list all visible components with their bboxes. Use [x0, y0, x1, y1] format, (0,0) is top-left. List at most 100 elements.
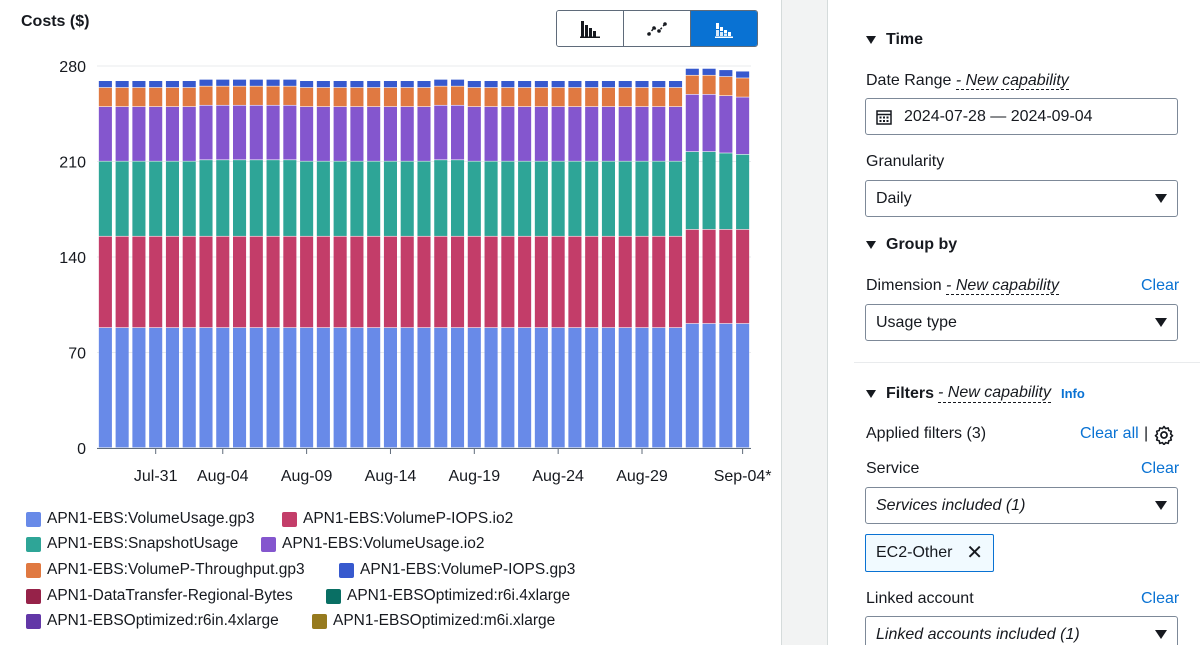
bar-segment[interactable]: [685, 68, 699, 75]
bar-segment[interactable]: [635, 327, 649, 448]
bar-segment[interactable]: [316, 81, 330, 88]
bar-segment[interactable]: [283, 86, 297, 105]
bar-segment[interactable]: [300, 327, 314, 448]
bar-segment[interactable]: [266, 86, 280, 105]
bar-segment[interactable]: [652, 327, 666, 448]
bar-segment[interactable]: [484, 106, 498, 161]
bar-segment[interactable]: [669, 236, 683, 328]
legend-item[interactable]: APN1-EBS:VolumeUsage.io2: [261, 535, 484, 553]
bar-segment[interactable]: [585, 81, 599, 88]
bar-segment[interactable]: [501, 87, 515, 107]
bar-segment[interactable]: [199, 327, 213, 448]
bar-segment[interactable]: [98, 327, 112, 448]
bar-segment[interactable]: [669, 327, 683, 448]
legend-item[interactable]: APN1-EBSOptimized:r6in.4xlarge: [26, 612, 279, 630]
bar-segment[interactable]: [115, 327, 129, 448]
bar-segment[interactable]: [585, 327, 599, 448]
bar-segment[interactable]: [98, 106, 112, 161]
bar-segment[interactable]: [702, 75, 716, 95]
bar-segment[interactable]: [702, 94, 716, 152]
bar-segment[interactable]: [434, 86, 448, 105]
bar-segment[interactable]: [233, 327, 247, 448]
close-icon[interactable]: ✕: [966, 542, 983, 564]
filters-section-toggle[interactable]: Filters - New capability Info: [866, 384, 1085, 403]
bar-segment[interactable]: [316, 106, 330, 161]
bar-segment[interactable]: [199, 105, 213, 160]
bar-segment[interactable]: [400, 81, 414, 88]
bar-segment[interactable]: [350, 327, 364, 448]
bar-segment[interactable]: [165, 236, 179, 328]
bar-segment[interactable]: [350, 81, 364, 88]
bar-segment[interactable]: [652, 161, 666, 236]
bar-segment[interactable]: [635, 236, 649, 328]
bar-segment[interactable]: [115, 236, 129, 328]
bar-segment[interactable]: [451, 86, 465, 105]
bar-segment[interactable]: [652, 81, 666, 88]
bar-segment[interactable]: [383, 81, 397, 88]
bar-segment[interactable]: [551, 87, 565, 107]
bar-segment[interactable]: [350, 106, 364, 161]
bar-segment[interactable]: [132, 87, 146, 107]
bar-segment[interactable]: [383, 106, 397, 161]
bar-segment[interactable]: [182, 81, 196, 88]
bar-segment[interactable]: [501, 161, 515, 236]
bar-segment[interactable]: [652, 236, 666, 328]
bar-segment[interactable]: [400, 106, 414, 161]
bar-segment[interactable]: [383, 87, 397, 107]
bar-segment[interactable]: [434, 160, 448, 236]
bar-segment[interactable]: [702, 229, 716, 324]
bar-segment[interactable]: [383, 327, 397, 448]
bar-segment[interactable]: [300, 87, 314, 107]
bar-segment[interactable]: [451, 327, 465, 448]
bar-segment[interactable]: [249, 236, 263, 328]
bar-segment[interactable]: [300, 236, 314, 328]
legend-item[interactable]: APN1-EBS:VolumeP-Throughput.gp3: [26, 561, 305, 579]
bar-segment[interactable]: [165, 87, 179, 107]
bar-segment[interactable]: [249, 105, 263, 160]
bar-segment[interactable]: [266, 105, 280, 160]
bar-segment[interactable]: [300, 161, 314, 236]
bar-segment[interactable]: [467, 106, 481, 161]
info-link[interactable]: Info: [1060, 386, 1085, 401]
bar-segment[interactable]: [518, 87, 532, 107]
bar-segment[interactable]: [165, 161, 179, 236]
bar-segment[interactable]: [300, 106, 314, 161]
bar-segment[interactable]: [199, 86, 213, 105]
bar-segment[interactable]: [534, 236, 548, 328]
bar-segment[interactable]: [233, 236, 247, 328]
bar-segment[interactable]: [601, 236, 615, 328]
legend-item[interactable]: APN1-DataTransfer-Regional-Bytes: [26, 587, 293, 605]
bar-segment[interactable]: [98, 87, 112, 107]
bar-segment[interactable]: [233, 86, 247, 105]
bar-segment[interactable]: [149, 161, 163, 236]
dimension-select[interactable]: Usage type: [865, 304, 1178, 341]
bar-segment[interactable]: [333, 81, 347, 88]
dimension-clear-link[interactable]: Clear: [1141, 277, 1180, 294]
bar-segment[interactable]: [719, 153, 733, 230]
bar-segment[interactable]: [484, 161, 498, 236]
bar-segment[interactable]: [333, 106, 347, 161]
legend-item[interactable]: APN1-EBS:SnapshotUsage: [26, 535, 238, 553]
bar-segment[interactable]: [434, 236, 448, 328]
bar-segment[interactable]: [182, 161, 196, 236]
bar-segment[interactable]: [417, 236, 431, 328]
bar-segment[interactable]: [669, 81, 683, 88]
bar-segment[interactable]: [350, 236, 364, 328]
bar-segment[interactable]: [367, 327, 381, 448]
bar-segment[interactable]: [451, 160, 465, 236]
bar-segment[interactable]: [182, 327, 196, 448]
bar-segment[interactable]: [568, 327, 582, 448]
bar-segment[interactable]: [501, 236, 515, 328]
bar-segment[interactable]: [484, 327, 498, 448]
bar-segment[interactable]: [501, 81, 515, 88]
bar-segment[interactable]: [383, 236, 397, 328]
group-by-section-toggle[interactable]: Group by: [866, 236, 957, 254]
bar-segment[interactable]: [702, 68, 716, 75]
bar-segment[interactable]: [618, 81, 632, 88]
bar-segment[interactable]: [467, 87, 481, 107]
bar-segment[interactable]: [132, 327, 146, 448]
bar-segment[interactable]: [350, 87, 364, 107]
bar-segment[interactable]: [618, 327, 632, 448]
bar-chart-button[interactable]: [557, 11, 624, 46]
bar-segment[interactable]: [652, 106, 666, 161]
